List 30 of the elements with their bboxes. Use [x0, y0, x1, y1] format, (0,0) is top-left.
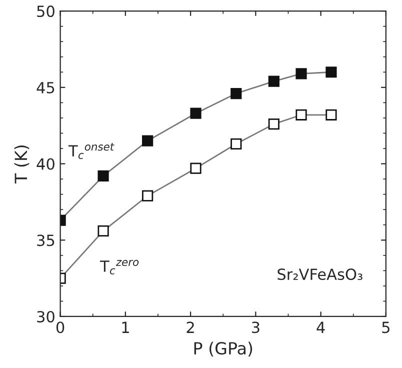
series-label: T$_{c}$$^{onset}$ [68, 143, 114, 160]
series-label: T$_{c}$$^{zero}$ [100, 260, 139, 274]
point [230, 88, 242, 100]
point [326, 109, 337, 120]
y-tick-label: 50 [37, 6, 54, 18]
point [142, 190, 154, 202]
x-tick-label: 1 [122, 322, 129, 333]
point [268, 118, 280, 130]
x-tick-label: 0 [56, 322, 64, 334]
point [230, 138, 242, 150]
x-tick-label: 5 [382, 322, 390, 334]
y-axis-title: T (K) [14, 145, 30, 184]
point [142, 135, 154, 146]
y-tick-label: 35 [37, 234, 54, 246]
y-tick-label: 30 [37, 310, 54, 322]
point [296, 68, 307, 80]
point [268, 76, 280, 87]
point [296, 109, 307, 120]
x-axis-title: P (GPa) [194, 342, 252, 357]
point [98, 225, 109, 237]
annotation: Sr₂VFeAsO₃ [278, 268, 362, 280]
point [98, 170, 109, 182]
x-tick-label: 4 [316, 322, 325, 333]
y-tick-label: 45 [36, 82, 54, 94]
x-tick-label: 3 [252, 322, 260, 334]
point [326, 66, 337, 78]
point [190, 162, 202, 174]
x-tick-label: 2 [186, 322, 194, 333]
y-tick-label: 40 [36, 158, 54, 170]
point [190, 108, 202, 119]
